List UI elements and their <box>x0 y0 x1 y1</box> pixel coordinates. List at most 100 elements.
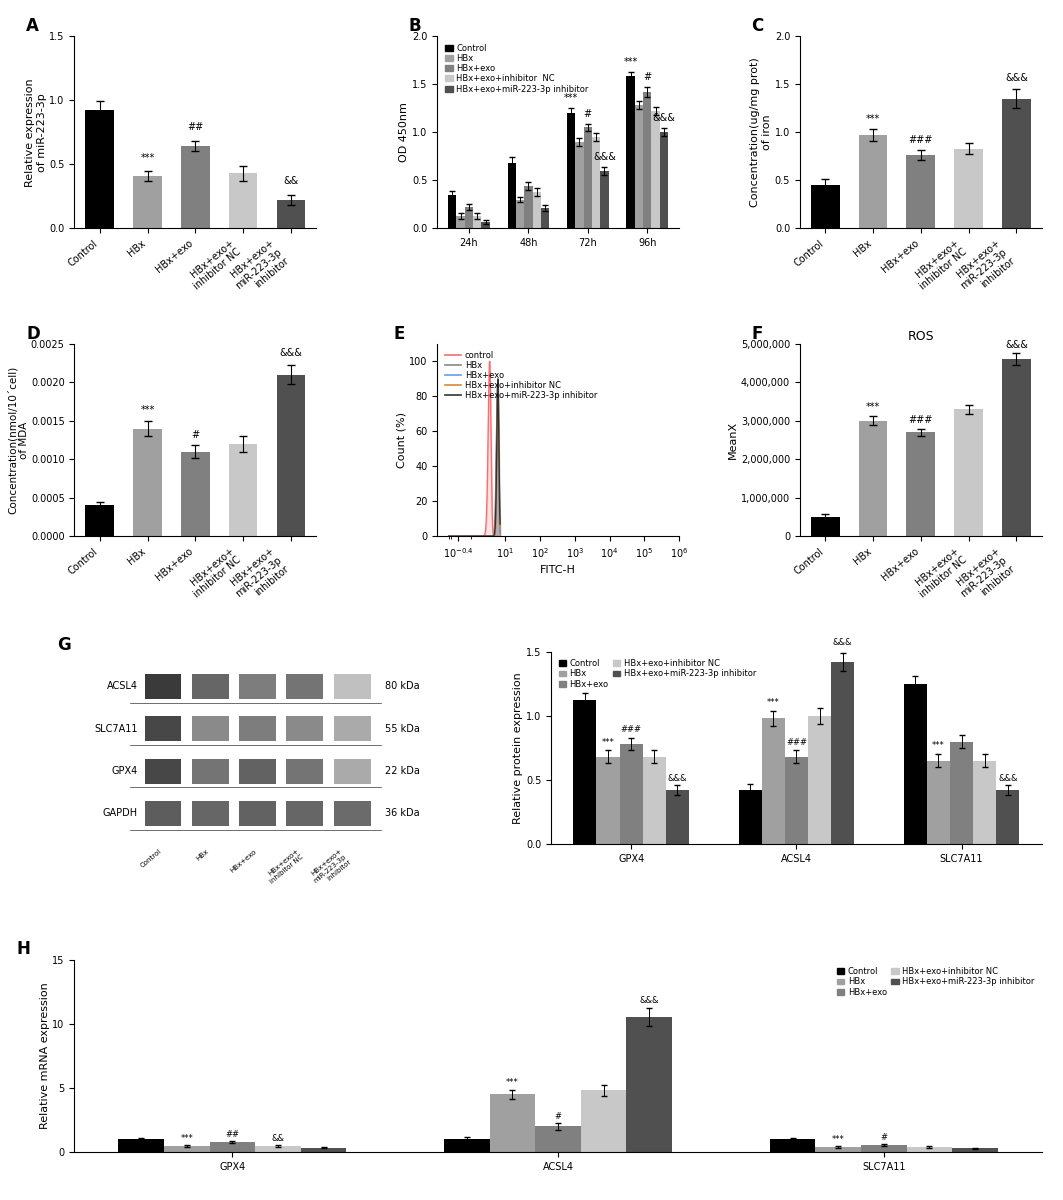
Bar <box>276 200 305 228</box>
Legend: Control, HBx, HBx+exo, HBx+exo+inhibitor NC, HBx+exo+miR-223-3p inhibitor: Control, HBx, HBx+exo, HBx+exo+inhibitor… <box>833 964 1037 1000</box>
FancyBboxPatch shape <box>286 674 323 698</box>
Bar <box>996 791 1019 844</box>
Text: ###: ### <box>786 738 807 746</box>
Text: HBx+exo: HBx+exo <box>229 848 257 874</box>
Bar <box>950 742 974 844</box>
Text: &&&: &&& <box>1005 73 1028 83</box>
Bar <box>85 110 114 228</box>
FancyBboxPatch shape <box>145 758 182 784</box>
Bar <box>811 185 840 228</box>
Bar <box>85 505 114 536</box>
Y-axis label: Count (%): Count (%) <box>396 412 406 468</box>
Bar <box>507 163 516 228</box>
Text: Control: Control <box>139 848 163 869</box>
Bar <box>635 106 643 228</box>
Bar <box>456 216 465 228</box>
Text: #: # <box>584 109 592 119</box>
Bar <box>626 77 635 228</box>
Text: ###: ### <box>621 725 642 734</box>
FancyBboxPatch shape <box>334 674 371 698</box>
Text: &&: && <box>283 176 299 186</box>
Bar <box>118 1139 164 1152</box>
Legend: control, HBx, HBx+exo, HBx+exo+inhibitor NC, HBx+exo+miR-223-3p inhibitor: control, HBx, HBx+exo, HBx+exo+inhibitor… <box>441 348 601 403</box>
FancyBboxPatch shape <box>239 800 276 826</box>
Text: ##: ## <box>187 122 203 132</box>
FancyBboxPatch shape <box>145 800 182 826</box>
Legend: Control, HBx, HBx+exo, HBx+exo+inhibitor  NC, HBx+exo+miR-223-3p inhibitor: Control, HBx, HBx+exo, HBx+exo+inhibitor… <box>441 40 592 97</box>
FancyBboxPatch shape <box>191 800 229 826</box>
FancyBboxPatch shape <box>334 716 371 742</box>
Text: ###: ### <box>909 415 933 425</box>
Bar <box>473 216 482 228</box>
Bar <box>444 1139 490 1152</box>
Text: ##: ## <box>225 1130 239 1139</box>
Text: #: # <box>643 72 652 82</box>
Bar <box>482 222 490 228</box>
Bar <box>229 173 257 228</box>
Bar <box>952 1148 998 1152</box>
Bar <box>643 757 665 844</box>
Y-axis label: Concentration(nmol/10´cell)
of MDA: Concentration(nmol/10´cell) of MDA <box>7 366 30 514</box>
Bar <box>580 1091 626 1152</box>
Text: ***: *** <box>140 404 154 415</box>
Text: ***: *** <box>832 1135 844 1144</box>
Text: 36 kDa: 36 kDa <box>385 809 419 818</box>
Bar <box>255 1146 301 1152</box>
Y-axis label: Relative protein expression: Relative protein expression <box>513 672 523 824</box>
Bar <box>133 428 162 536</box>
Bar <box>181 451 209 536</box>
Bar <box>620 744 643 844</box>
Text: 55 kDa: 55 kDa <box>385 724 420 733</box>
Bar <box>516 199 524 228</box>
Bar <box>533 192 541 228</box>
Legend: Control, HBx, HBx+exo, HBx+exo+inhibitor NC, HBx+exo+miR-223-3p inhibitor: Control, HBx, HBx+exo, HBx+exo+inhibitor… <box>555 656 759 692</box>
Text: HBx: HBx <box>196 848 210 862</box>
Bar <box>209 1142 255 1152</box>
Bar <box>1002 98 1031 228</box>
Title: ROS: ROS <box>908 330 934 343</box>
FancyBboxPatch shape <box>145 674 182 698</box>
Text: GAPDH: GAPDH <box>102 809 137 818</box>
FancyBboxPatch shape <box>239 758 276 784</box>
FancyBboxPatch shape <box>191 758 229 784</box>
Bar <box>974 761 996 844</box>
Bar <box>859 421 888 536</box>
Text: HBx+exo+
inhibitor NC: HBx+exo+ inhibitor NC <box>265 848 305 884</box>
Text: &&&: &&& <box>998 774 1017 782</box>
Bar <box>770 1139 815 1152</box>
Y-axis label: Concentration(ug/mg prot)
of iron: Concentration(ug/mg prot) of iron <box>750 58 772 208</box>
Y-axis label: OD 450nm: OD 450nm <box>400 102 409 162</box>
FancyBboxPatch shape <box>286 716 323 742</box>
Y-axis label: MeanX: MeanX <box>728 421 738 460</box>
FancyBboxPatch shape <box>239 674 276 698</box>
Bar <box>601 170 609 228</box>
Text: ***: *** <box>602 738 614 746</box>
Bar <box>592 137 601 228</box>
Bar <box>955 149 983 228</box>
Bar <box>541 209 550 228</box>
Bar <box>573 701 596 844</box>
Bar <box>660 132 668 228</box>
Bar <box>567 113 575 228</box>
FancyBboxPatch shape <box>145 716 182 742</box>
Text: #: # <box>555 1112 561 1121</box>
Text: ***: *** <box>866 402 880 413</box>
Text: ***: *** <box>140 152 154 163</box>
FancyBboxPatch shape <box>191 716 229 742</box>
FancyBboxPatch shape <box>286 800 323 826</box>
Bar <box>907 155 935 228</box>
Bar <box>133 176 162 228</box>
Bar <box>907 1147 952 1152</box>
Text: &&&: &&& <box>668 774 687 782</box>
Text: GPX4: GPX4 <box>112 766 137 776</box>
Bar <box>1002 359 1031 536</box>
Bar <box>811 517 840 536</box>
X-axis label: FITC-H: FITC-H <box>540 565 576 575</box>
Bar <box>584 127 592 228</box>
Bar <box>301 1147 347 1152</box>
Text: 80 kDa: 80 kDa <box>385 682 419 691</box>
Text: ***: *** <box>506 1079 519 1087</box>
Bar <box>490 1094 536 1152</box>
Bar <box>927 761 950 844</box>
Bar <box>907 432 935 536</box>
